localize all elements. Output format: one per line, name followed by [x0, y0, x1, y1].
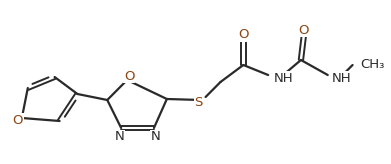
Text: S: S — [194, 95, 203, 109]
Text: CH₃: CH₃ — [361, 59, 385, 72]
Text: N: N — [151, 131, 161, 144]
Text: O: O — [13, 113, 23, 126]
Text: N: N — [114, 131, 124, 144]
Text: O: O — [299, 23, 309, 37]
Text: O: O — [238, 29, 249, 41]
Text: NH: NH — [274, 72, 294, 84]
Text: O: O — [124, 70, 135, 82]
Text: NH: NH — [332, 72, 352, 84]
